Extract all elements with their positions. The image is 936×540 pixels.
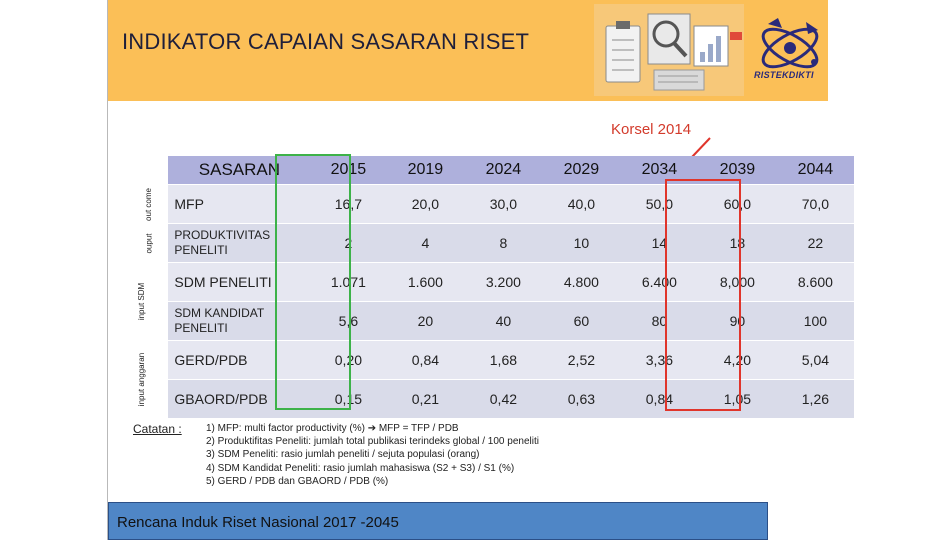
table-row: input SDM SDM PENELITI 1.071 1.600 3.200… (115, 262, 855, 341)
cell-value: 3.200 (464, 262, 543, 302)
cell-value: 2,52 (542, 340, 621, 380)
cell-value: 1.600 (386, 262, 465, 302)
footer-banner: Rencana Induk Riset Nasional 2017 -2045 (108, 502, 768, 540)
cell-value: 0,42 (464, 379, 543, 419)
cell-value: 4.800 (542, 262, 621, 302)
cell-value: 0,20 (310, 340, 387, 380)
cell-value: 8,000 (698, 262, 777, 302)
footer-text: Rencana Induk Riset Nasional 2017 -2045 (117, 514, 399, 531)
table-row: GBAORD/PDB 0,15 0,21 0,42 0,63 0,84 1,05… (115, 379, 855, 419)
cell-value: 70,0 (776, 184, 855, 224)
cell-value: 3,36 (620, 340, 699, 380)
highlight-2039-column (665, 179, 741, 411)
row-name: MFP (168, 184, 311, 224)
cell-value: 4 (386, 223, 465, 263)
table-row: out come MFP 16,7 20,0 30,0 40,0 50,0 60… (115, 184, 855, 224)
note-line: 4) SDM Kandidat Peneliti: rasio jumlah m… (206, 462, 515, 474)
highlight-2015-column (275, 154, 351, 410)
research-clipboard-illustration-icon (594, 4, 744, 96)
cell-value: 1,68 (464, 340, 543, 380)
column-header-2024: 2024 (464, 156, 543, 185)
cell-value: 60,0 (698, 184, 777, 224)
cell-value: 90 (698, 301, 777, 341)
cell-value: 8.600 (776, 262, 855, 302)
cell-value: 0,84 (386, 340, 465, 380)
cell-value: 20 (386, 301, 465, 341)
note-line: 1) MFP: multi factor productivity (%) ➔ … (206, 423, 459, 434)
cell-value: 1,26 (776, 379, 855, 419)
group-label-input-sdm: input SDM (115, 262, 169, 341)
cell-value: 22 (776, 223, 855, 263)
cell-value: 5,04 (776, 340, 855, 380)
cell-value: 16,7 (310, 184, 387, 224)
group-label-input-anggaran: input anggaran (115, 340, 169, 419)
cell-value: 30,0 (464, 184, 543, 224)
column-header-2019: 2019 (386, 156, 465, 185)
cell-value: 0,15 (310, 379, 387, 419)
column-header-2015: 2015 (310, 156, 387, 185)
table-header-row: SASARAN 2015 2019 2024 2029 2034 2039 20… (115, 156, 855, 185)
notes-label: Catatan : (133, 422, 182, 436)
korsel-annotation: Korsel 2014 (611, 121, 692, 138)
cell-value: 0,84 (620, 379, 699, 419)
column-header-sasaran: SASARAN (168, 156, 311, 185)
notes-list: 1) MFP: multi factor productivity (%) ➔ … (206, 422, 539, 488)
column-header-2044: 2044 (776, 156, 855, 185)
cell-value: 100 (776, 301, 855, 341)
header-banner: INDIKATOR CAPAIAN SASARAN RISET RISTEKDI… (108, 0, 828, 101)
row-name: SDM KANDIDAT PENELITI (168, 301, 311, 341)
cell-value: 60 (542, 301, 621, 341)
column-header-2029: 2029 (542, 156, 621, 185)
cell-value: 4,20 (698, 340, 777, 380)
cell-value: 1.071 (310, 262, 387, 302)
note-line: 5) GERD / PDB dan GBAORD / PDB (%) (206, 475, 389, 487)
row-name: GERD/PDB (168, 340, 311, 380)
table-row: SDM KANDIDAT PENELITI 5,6 20 40 60 80 90… (115, 301, 855, 341)
slide-left-rule (107, 0, 108, 540)
cell-value: 2 (310, 223, 387, 263)
note-line: 2) Produktifitas Peneliti: jumlah total … (206, 436, 539, 448)
cell-value: 8 (464, 223, 543, 263)
cell-value: 80 (620, 301, 699, 341)
cell-value: 14 (620, 223, 699, 263)
note-line: 3) SDM Peneliti: rasio jumlah peneliti /… (206, 449, 480, 461)
cell-value: 40,0 (542, 184, 621, 224)
cell-value: 6.400 (620, 262, 699, 302)
group-label-output: ouput (129, 223, 169, 263)
target-indicator-table: SASARAN 2015 2019 2024 2029 2034 2039 20… (115, 156, 855, 419)
cell-value: 10 (542, 223, 621, 263)
row-name: GBAORD/PDB (168, 379, 311, 419)
cell-value: 5,6 (310, 301, 387, 341)
row-name: PRODUKTIVITAS PENELITI (168, 223, 311, 263)
table-row: input anggaran GERD/PDB 0,20 0,84 1,68 2… (115, 340, 855, 419)
cell-value: 0,63 (542, 379, 621, 419)
cell-value: 20,0 (386, 184, 465, 224)
table-row: ouput PRODUKTIVITAS PENELITI 2 4 8 10 14… (115, 223, 855, 263)
row-name: SDM PENELITI (168, 262, 311, 302)
cell-value: 1,05 (698, 379, 777, 419)
cell-value: 18 (698, 223, 777, 263)
group-label-outcome: out come (129, 184, 169, 224)
cell-value: 40 (464, 301, 543, 341)
cell-value: 0,21 (386, 379, 465, 419)
ristekdikti-logo-icon (761, 18, 819, 69)
page-title: INDIKATOR CAPAIAN SASARAN RISET (122, 29, 530, 54)
logo-text: RISTEKDIKTI (754, 70, 814, 80)
